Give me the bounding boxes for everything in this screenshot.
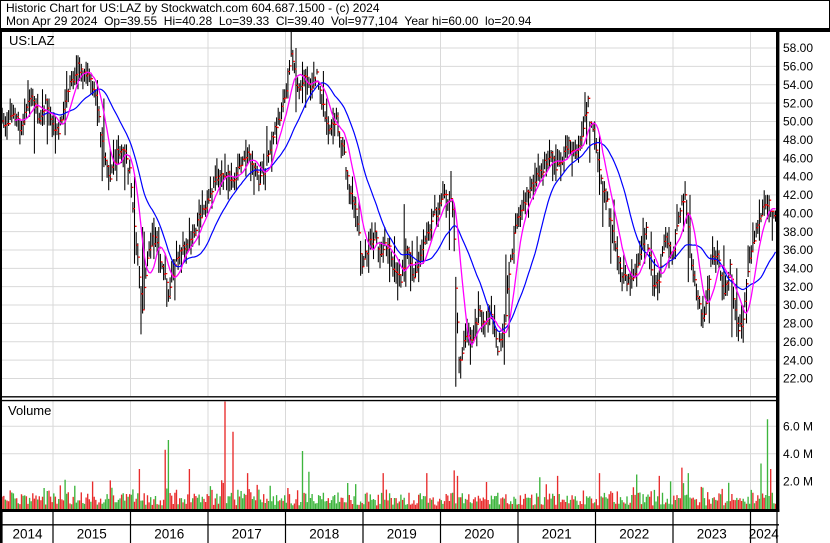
symbol-label: US:LAZ	[9, 33, 55, 48]
svg-text:2019: 2019	[387, 527, 417, 542]
svg-text:2015: 2015	[77, 527, 107, 542]
svg-text:28.00: 28.00	[783, 317, 813, 331]
svg-text:22.00: 22.00	[783, 372, 813, 386]
svg-text:42.00: 42.00	[783, 188, 813, 202]
svg-text:2023: 2023	[697, 527, 727, 542]
volume-axis-labels: 6.0 M 4.0 M 2.0 M	[783, 419, 813, 488]
svg-text:2.0 M: 2.0 M	[783, 475, 813, 489]
svg-text:56.00: 56.00	[783, 60, 813, 74]
svg-text:2022: 2022	[619, 527, 649, 542]
header-quote-line: Mon Apr 29 2024 Op=39.55 Hi=40.28 Lo=39.…	[6, 14, 532, 28]
svg-text:38.00: 38.00	[783, 225, 813, 239]
svg-text:24.00: 24.00	[783, 353, 813, 367]
svg-text:2020: 2020	[464, 527, 494, 542]
svg-text:26.00: 26.00	[783, 335, 813, 349]
svg-text:52.00: 52.00	[783, 96, 813, 110]
svg-text:50.00: 50.00	[783, 115, 813, 129]
svg-text:2024: 2024	[749, 527, 780, 542]
chart-header: Historic Chart for US:LAZ by Stockwatch.…	[0, 0, 830, 30]
historic-price-volume-chart: 58.00 56.00 54.00 52.00 50.00 48.00 46.00 44.00…	[0, 30, 830, 543]
svg-text:4.0 M: 4.0 M	[783, 447, 813, 461]
short-term-ma-line	[14, 71, 776, 346]
svg-text:44.00: 44.00	[783, 170, 813, 184]
svg-text:54.00: 54.00	[783, 78, 813, 92]
svg-text:2016: 2016	[154, 527, 184, 542]
svg-text:6.0 M: 6.0 M	[783, 419, 813, 433]
price-axis-labels: 58.00 56.00 54.00 52.00 50.00 48.00 46.00 44.00…	[783, 41, 813, 385]
pane-borders	[0, 30, 830, 543]
svg-text:32.00: 32.00	[783, 280, 813, 294]
long-term-ma-line	[42, 82, 777, 333]
volume-pane-label: Volume	[8, 403, 52, 418]
svg-text:2017: 2017	[232, 527, 262, 542]
volume-bars	[1, 401, 777, 509]
svg-text:2021: 2021	[542, 527, 572, 542]
svg-text:48.00: 48.00	[783, 133, 813, 147]
svg-text:30.00: 30.00	[783, 298, 813, 312]
svg-text:40.00: 40.00	[783, 206, 813, 220]
svg-text:34.00: 34.00	[783, 262, 813, 276]
svg-text:2018: 2018	[309, 527, 339, 542]
svg-text:58.00: 58.00	[783, 41, 813, 55]
header-title-line: Historic Chart for US:LAZ by Stockwatch.…	[6, 1, 380, 15]
svg-text:2014: 2014	[12, 527, 43, 542]
svg-text:36.00: 36.00	[783, 243, 813, 257]
svg-text:46.00: 46.00	[783, 151, 813, 165]
year-labels: 2014 2015 2016 2017 2018 2019 2020 2021 2022 2023…	[12, 527, 779, 542]
